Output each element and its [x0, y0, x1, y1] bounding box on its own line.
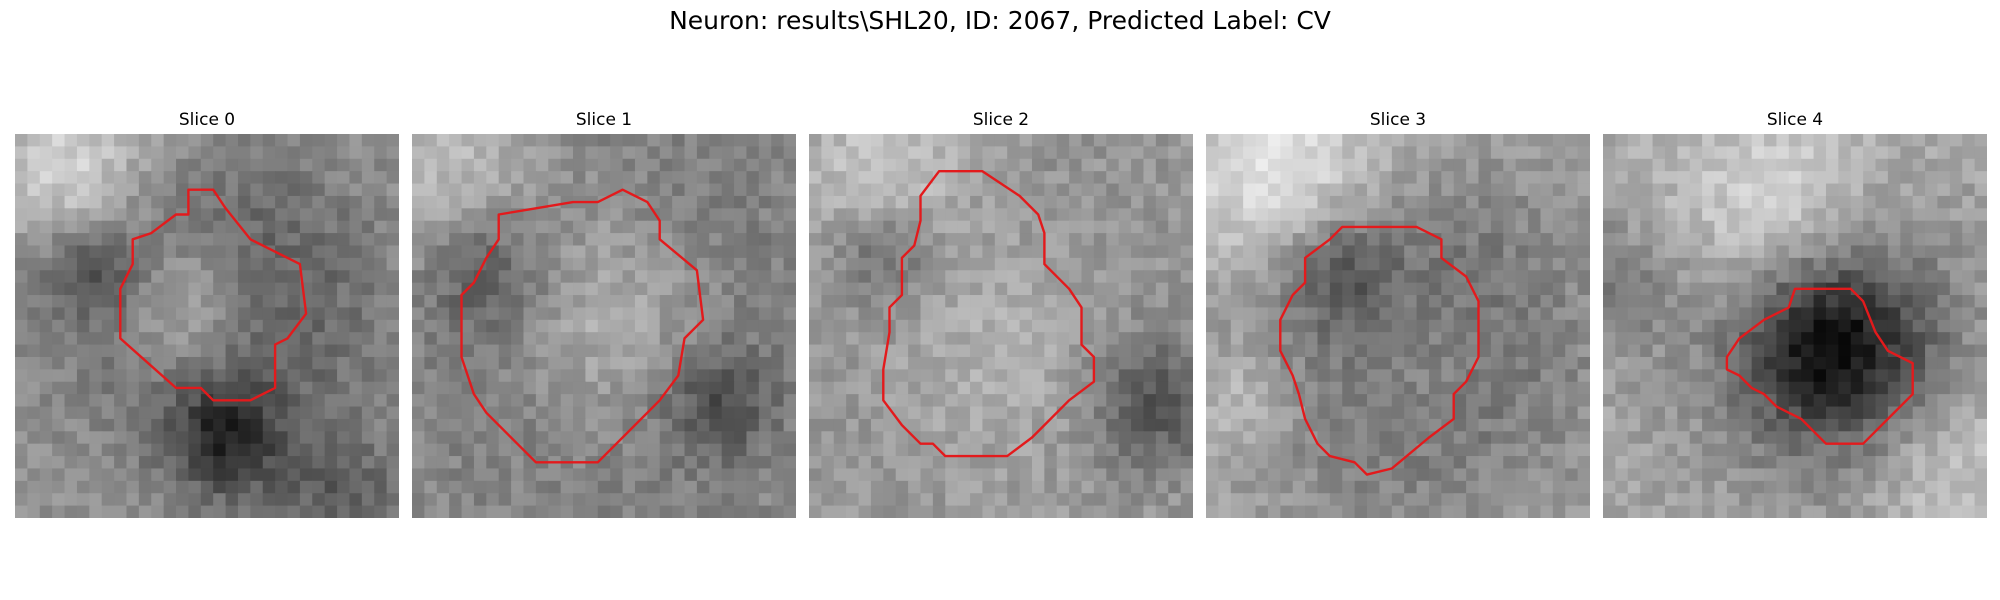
- slice-title-2: Slice 2: [972, 110, 1030, 130]
- slice-panel-1: Slice 1: [412, 108, 796, 518]
- slice-panel-0: Slice 0: [15, 108, 399, 518]
- slice-panel-3: Slice 3: [1206, 108, 1590, 518]
- slice-title-1: Slice 1: [575, 110, 633, 130]
- segmentation-contour-3: [1279, 225, 1480, 476]
- slice-image-0: [15, 134, 399, 518]
- segmentation-contour-1: [460, 188, 705, 464]
- slice-image-1: [412, 134, 796, 518]
- slice-panel-4: Slice 4: [1603, 108, 1987, 518]
- figure-title: Neuron: results\SHL20, ID: 2067, Predict…: [669, 6, 1331, 35]
- segmentation-contour-4: [1725, 287, 1914, 445]
- slice-title-4: Slice 4: [1766, 110, 1824, 130]
- slice-panel-2: Slice 2: [809, 108, 1193, 518]
- slice-image-4: [1603, 134, 1987, 518]
- segmentation-contour-0: [119, 188, 308, 402]
- segmentation-contour-2: [882, 170, 1096, 458]
- slice-image-2: [809, 134, 1193, 518]
- slice-title-3: Slice 3: [1369, 110, 1427, 130]
- slice-image-3: [1206, 134, 1590, 518]
- slice-title-0: Slice 0: [178, 110, 236, 130]
